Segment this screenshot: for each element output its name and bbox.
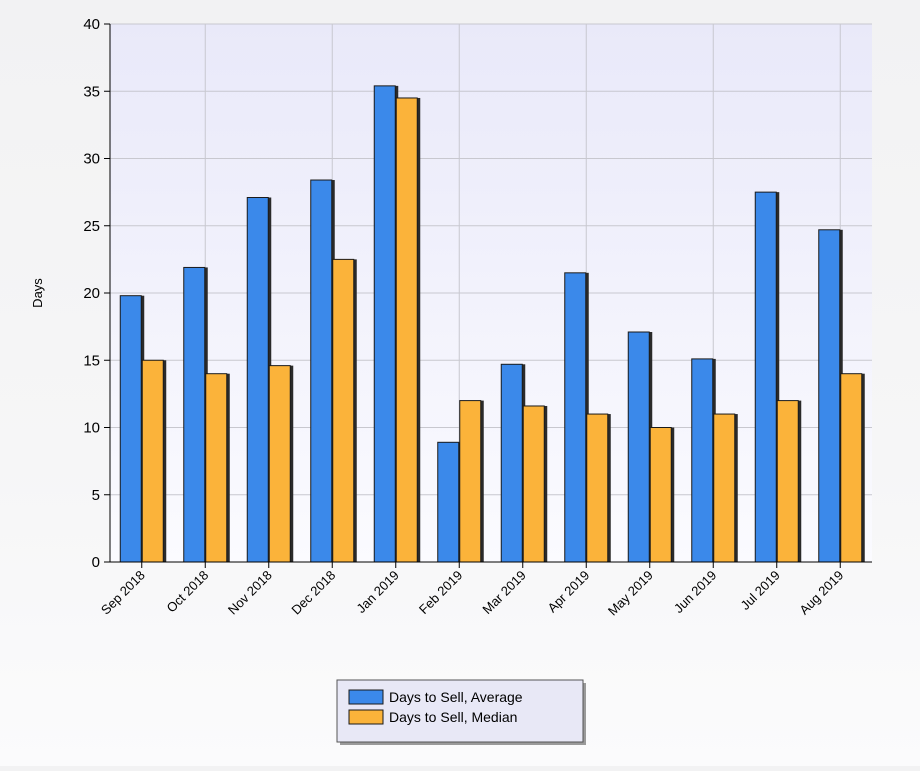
bar-median — [395, 97, 418, 563]
x-tick-label: Nov 2018 — [225, 568, 275, 618]
bar-average — [246, 197, 269, 563]
x-tick-label: Apr 2019 — [544, 568, 592, 616]
y-axis-label: Days — [30, 278, 45, 308]
bar-average — [627, 331, 650, 563]
y-tick-label: 20 — [83, 285, 100, 302]
x-tick-label: Feb 2019 — [416, 568, 465, 617]
legend-label: Days to Sell, Average — [389, 689, 523, 705]
bars-group — [119, 85, 865, 563]
bar-median — [840, 373, 863, 563]
x-tick-label: Jan 2019 — [353, 568, 401, 616]
bar-average — [310, 179, 333, 563]
bar-median — [268, 365, 291, 563]
x-tick-label: Aug 2019 — [796, 568, 846, 618]
bar-average — [437, 441, 460, 563]
x-tick-label: Mar 2019 — [479, 568, 528, 617]
bar-average — [500, 363, 523, 563]
y-tick-label: 40 — [83, 16, 100, 33]
bar-average — [183, 266, 206, 563]
bar-median — [522, 405, 545, 563]
y-tick-label: 15 — [83, 352, 100, 369]
y-tick-label: 35 — [83, 83, 100, 100]
y-tick-label: 30 — [83, 151, 100, 168]
bar-average — [373, 85, 396, 563]
bar-median — [713, 413, 736, 563]
bar-average — [818, 229, 841, 563]
legend-label: Days to Sell, Median — [389, 709, 517, 725]
bar-average — [691, 358, 714, 563]
y-tick-label: 0 — [92, 554, 100, 571]
bar-median — [205, 373, 228, 563]
x-tick-label: Oct 2018 — [163, 568, 211, 616]
x-tick-label: Dec 2018 — [288, 568, 338, 618]
legend-swatch — [348, 709, 384, 725]
bar-median — [776, 400, 799, 563]
y-tick-label: 25 — [83, 218, 100, 235]
bar-median — [649, 427, 672, 563]
bar-average — [119, 295, 142, 563]
legend: Days to Sell, Average Days to Sell, Media… — [336, 679, 586, 745]
bar-median — [459, 400, 482, 563]
bar-median — [332, 258, 355, 563]
y-tick-label: 5 — [92, 487, 100, 504]
x-tick-label: May 2019 — [605, 568, 656, 619]
x-tick-label: Jun 2019 — [671, 568, 719, 616]
bar-median — [141, 359, 164, 563]
x-tick-label: Jul 2019 — [738, 568, 783, 613]
y-tick-label: 10 — [83, 420, 100, 437]
bar-average — [754, 191, 777, 563]
x-tick-label: Sep 2018 — [98, 568, 148, 618]
legend-swatch — [348, 689, 384, 705]
bar-median — [586, 413, 609, 563]
bar-average — [564, 272, 587, 563]
